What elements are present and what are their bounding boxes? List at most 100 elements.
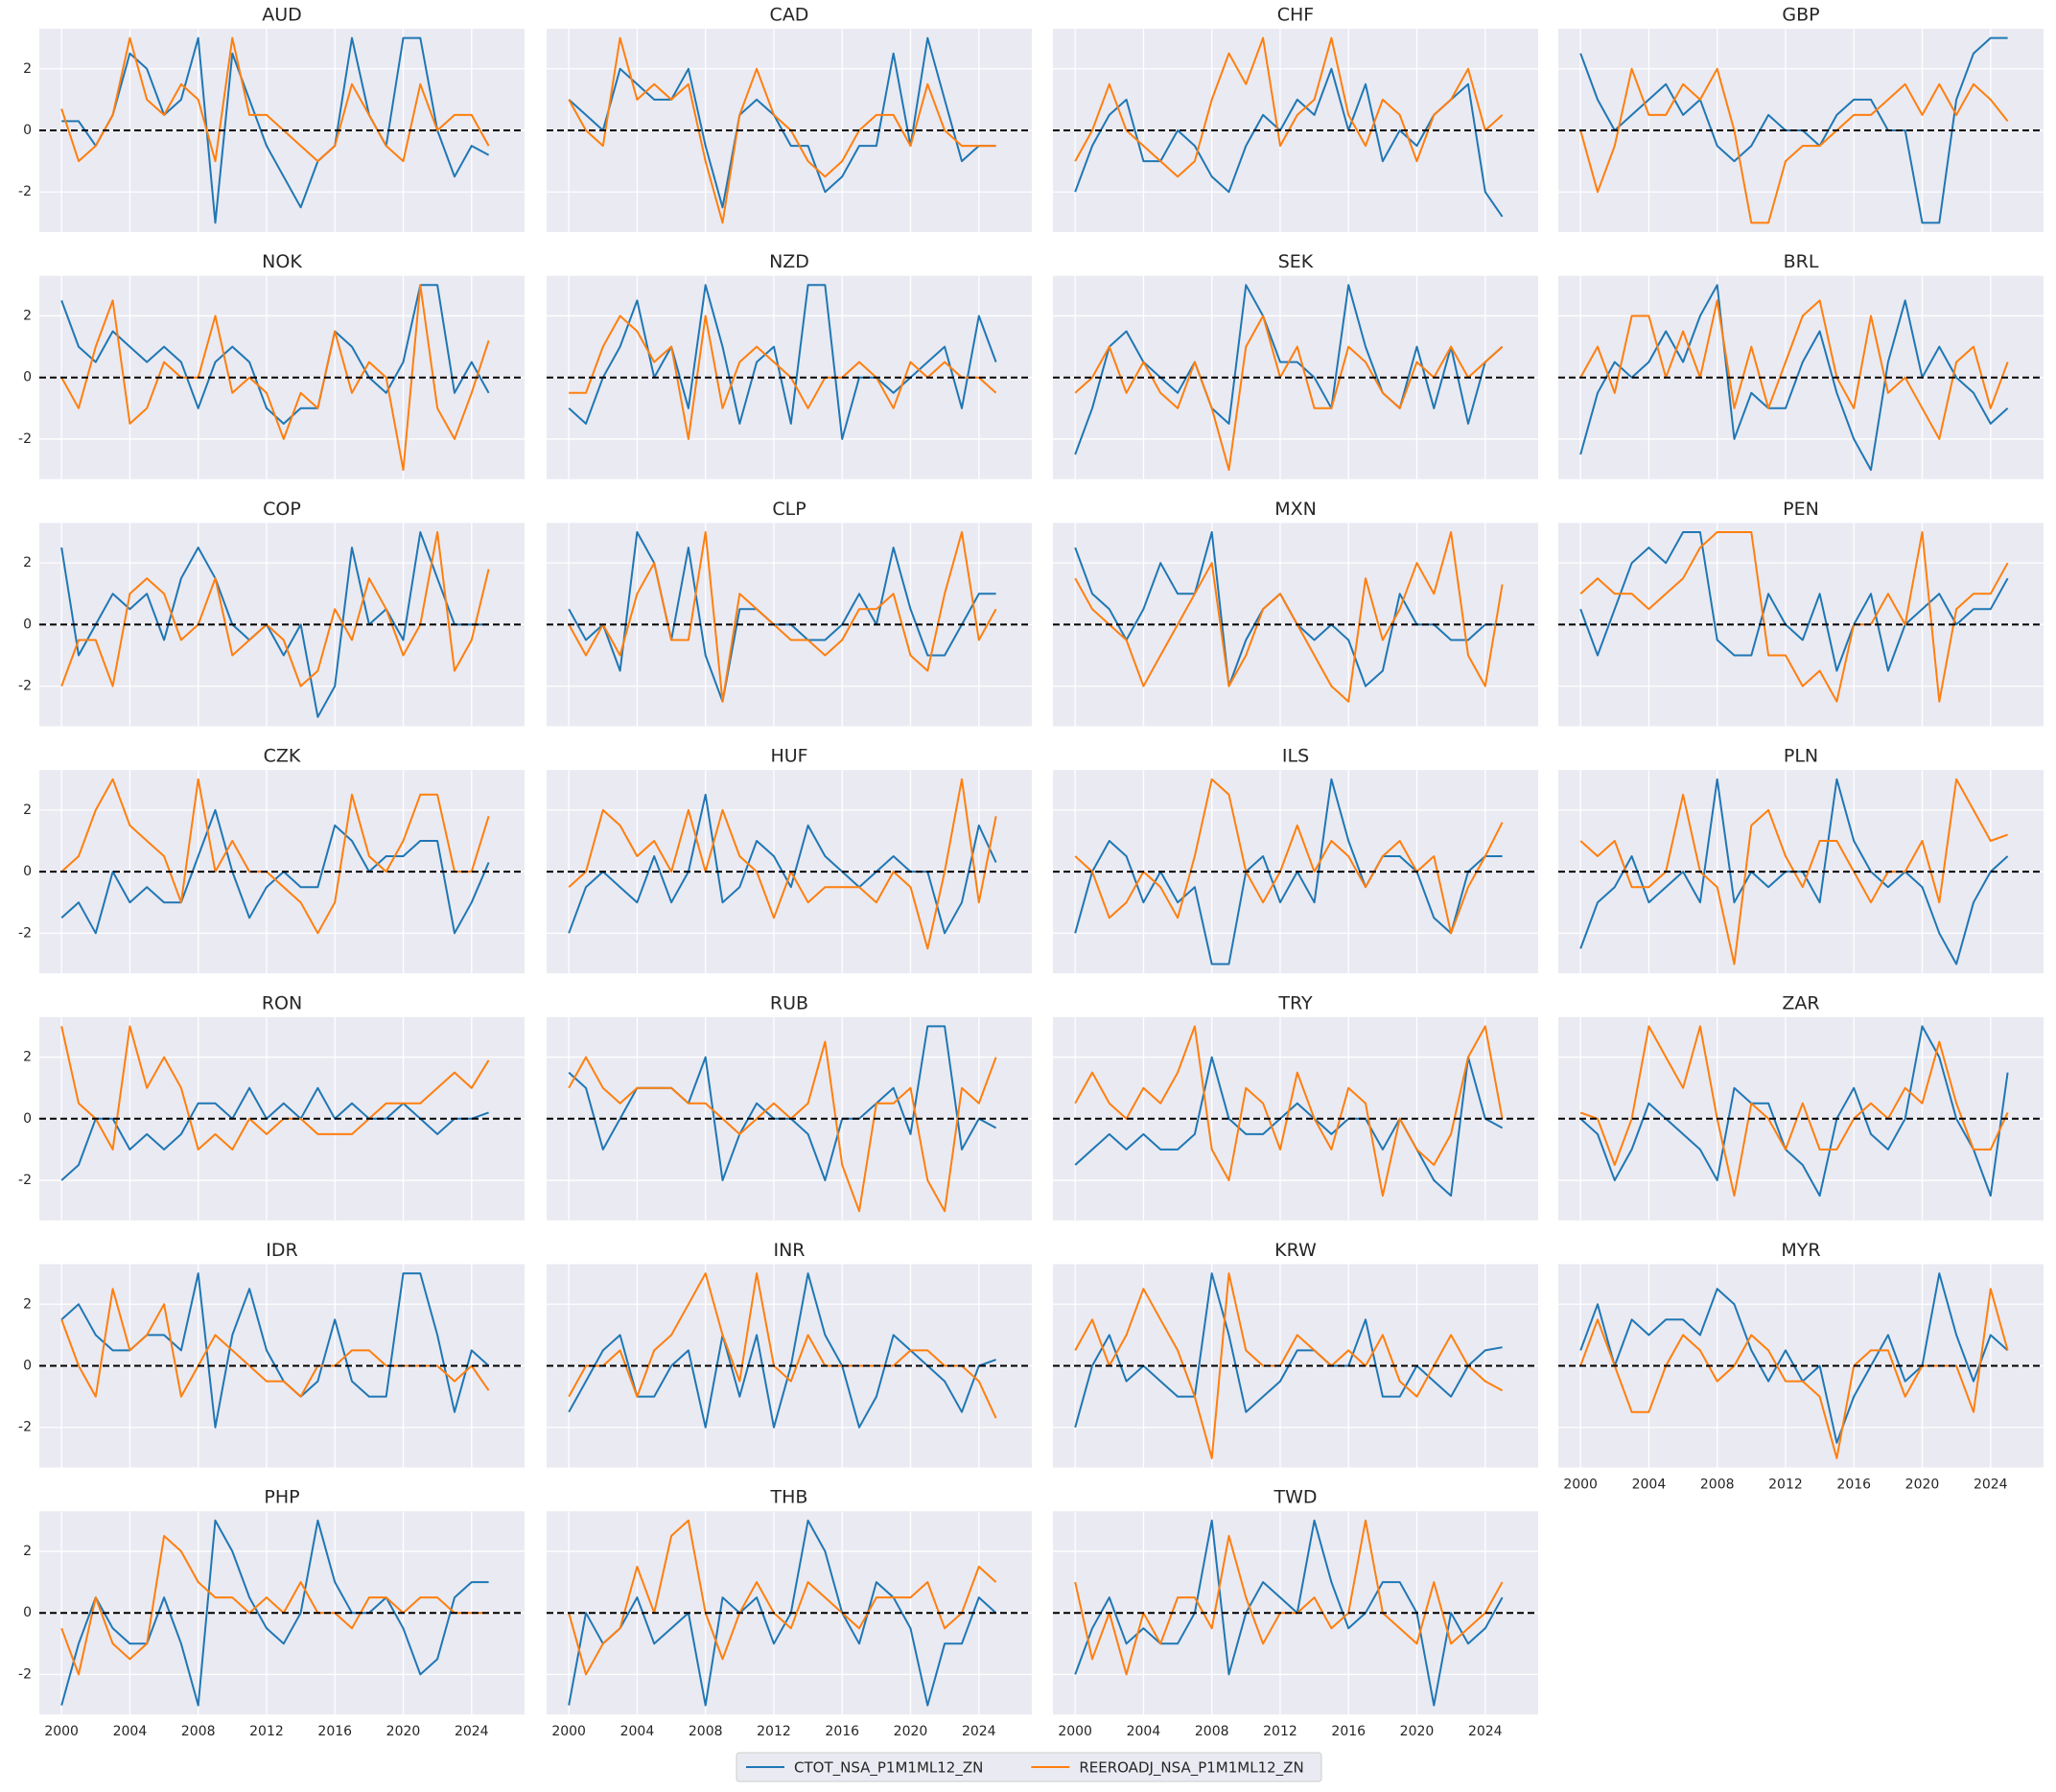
x-tick-label: 2016	[825, 1724, 859, 1739]
y-tick-label: 2	[23, 1296, 32, 1312]
series-line	[569, 314, 997, 440]
series-line	[1074, 314, 1504, 472]
x-tick-label: 2012	[1263, 1724, 1297, 1739]
panel-title: MXN	[1274, 499, 1317, 520]
y-tick-label: -2	[18, 431, 32, 447]
panel-title: GBP	[1782, 5, 1819, 26]
x-tick-label: 2004	[113, 1724, 148, 1739]
series-line	[568, 1519, 997, 1707]
series-line	[568, 1519, 997, 1676]
panel: BRL	[1558, 251, 2044, 479]
x-tick-label: 2012	[1768, 1478, 1803, 1493]
panel-title: CLP	[772, 499, 806, 520]
panel-title: SEK	[1278, 251, 1314, 272]
x-tick-label: 2008	[1195, 1724, 1229, 1739]
panel-title: NOK	[262, 251, 302, 272]
panel-title: RON	[262, 992, 302, 1013]
panel-title: NZD	[769, 251, 809, 272]
panel-title: CHF	[1277, 5, 1314, 26]
series-line	[1579, 531, 2009, 703]
series-line	[568, 36, 996, 224]
panel: -2 0 2 IDR	[18, 1240, 525, 1468]
y-tick-label: -2	[18, 1420, 32, 1435]
y-tick-label: -2	[18, 679, 32, 694]
x-tick-label: 2024	[962, 1724, 996, 1739]
panel: KRW	[1053, 1240, 1538, 1468]
panel: 2000 2004 2008 2012 2016 2020 2024 -2 0 2 PHP	[18, 1487, 525, 1739]
panel-title: ZAR	[1782, 992, 1819, 1013]
y-tick-label: 2	[23, 555, 32, 570]
series-line	[1579, 531, 2009, 672]
panel: CAD	[547, 5, 1032, 232]
series-line	[568, 284, 997, 440]
series-line	[60, 1519, 489, 1707]
panel: 2000 2004 2008 2012 2016 2020 2024 MYR	[1558, 1240, 2044, 1493]
panel-title: PLN	[1784, 746, 1818, 767]
series-line	[60, 1025, 490, 1151]
series-line	[60, 284, 490, 472]
x-tick-label: 2016	[1331, 1724, 1366, 1739]
panel: 2000 2004 2008 2012 2016 2020 2024 THB	[547, 1487, 1032, 1739]
series-line	[1579, 67, 2009, 224]
x-tick-label: 2000	[44, 1724, 79, 1739]
series-line	[60, 778, 490, 935]
x-tick-label: 2020	[386, 1724, 421, 1739]
x-tick-label: 2020	[1400, 1724, 1435, 1739]
x-tick-label: 2008	[689, 1724, 723, 1739]
series-line	[568, 1272, 997, 1419]
panel: HUF	[547, 746, 1032, 974]
y-tick-label: -2	[18, 925, 32, 941]
x-tick-label: 2016	[1836, 1478, 1871, 1493]
panel-title: PHP	[264, 1487, 299, 1508]
series-line	[568, 1272, 996, 1429]
panel-title: CAD	[770, 5, 809, 26]
series-line	[61, 36, 490, 224]
x-tick-label: 2008	[1700, 1478, 1735, 1493]
panel-title: AUD	[262, 5, 302, 26]
y-tick-label: 2	[23, 1050, 32, 1065]
series-line	[60, 1086, 489, 1181]
panel: CHF	[1053, 5, 1538, 232]
panel: SEK	[1053, 251, 1538, 479]
y-tick-label: -2	[18, 1173, 32, 1188]
panel-title: MYR	[1781, 1240, 1820, 1261]
panel: -2 0 2 RON	[18, 992, 525, 1221]
panel-title: RUB	[770, 992, 808, 1013]
panel: PLN	[1558, 746, 2044, 974]
y-tick-label: -2	[18, 1666, 32, 1682]
panel: MXN	[1053, 499, 1538, 727]
y-tick-label: 0	[23, 1605, 32, 1620]
panel: CLP	[547, 499, 1032, 727]
panel: -2 0 2 CZK	[18, 746, 525, 974]
panel: NZD	[547, 251, 1032, 479]
y-tick-label: 0	[23, 370, 32, 385]
legend-label: REEROADJ_NSA_P1M1ML12_ZN	[1079, 1759, 1303, 1778]
panel-title: CZK	[264, 746, 301, 767]
series-line	[60, 36, 490, 163]
series-line	[1579, 1288, 2009, 1459]
series-line	[60, 1288, 490, 1398]
series-line	[1074, 1025, 1504, 1198]
y-tick-label: 0	[23, 1359, 32, 1374]
panel: PEN	[1558, 499, 2044, 727]
series-line	[60, 531, 489, 718]
x-tick-label: 2004	[620, 1724, 655, 1739]
series-line	[1074, 778, 1504, 935]
series-line	[1074, 778, 1503, 966]
panel: ZAR	[1558, 992, 2044, 1221]
panel-title: TRY	[1277, 992, 1313, 1013]
x-tick-label: 2020	[1905, 1478, 1940, 1493]
x-tick-label: 2024	[1974, 1478, 2008, 1493]
x-tick-label: 2008	[181, 1724, 216, 1739]
series-line	[568, 531, 997, 703]
series-line	[1074, 1272, 1504, 1459]
legend: CTOT_NSA_P1M1ML12_ZN REEROADJ_NSA_P1M1ML1…	[736, 1752, 1322, 1782]
panel-title: HUF	[770, 746, 807, 767]
x-tick-label: 2012	[249, 1724, 284, 1739]
x-tick-label: 2020	[894, 1724, 928, 1739]
y-tick-label: 0	[23, 123, 32, 138]
panel-title: ILS	[1282, 746, 1309, 767]
y-tick-label: 2	[23, 803, 32, 818]
series-line	[1074, 531, 1504, 703]
